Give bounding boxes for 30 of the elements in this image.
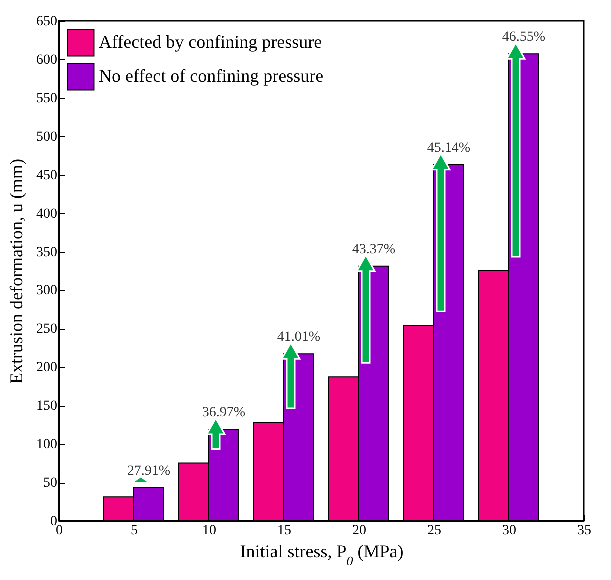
- annotation: 45.14%: [427, 140, 471, 156]
- y-tick-label: 50: [44, 476, 58, 492]
- y-tick-label: 300: [36, 284, 58, 299]
- annotation: 43.37%: [352, 242, 396, 258]
- y-axis-title: Extrusion deformation, u (mm): [6, 159, 26, 384]
- x-tick-label: 15: [278, 524, 292, 538]
- annotation: 36.97%: [202, 405, 246, 420]
- y-tick-label: 200: [36, 360, 58, 376]
- annotation: 27.91%: [127, 464, 171, 479]
- y-tick-label: 450: [36, 168, 58, 184]
- x-tick-label: 30: [502, 524, 516, 538]
- x-tick-label: 10: [202, 524, 216, 538]
- annotation: 46.55%: [502, 30, 546, 46]
- x-tick-label: 5: [131, 524, 138, 538]
- y-tick-label: 350: [36, 245, 58, 260]
- y-tick-label: 550: [36, 91, 58, 106]
- y-tick-label: 100: [36, 438, 58, 453]
- x-axis-title: Initial stress, P$_{0}$ (MPa): [240, 542, 404, 568]
- y-tick-label: 150: [36, 399, 58, 414]
- legend-label: No effect of confining pressure: [99, 66, 324, 86]
- y-tick-label: 600: [36, 52, 58, 68]
- y-tick-label: 650: [36, 14, 58, 30]
- legend-label: Affected by confining pressure: [99, 32, 322, 52]
- y-tick-label: 250: [36, 322, 58, 338]
- annotation: 41.01%: [277, 330, 321, 346]
- x-tick-label: 35: [578, 524, 592, 538]
- x-tick-label: 20: [352, 524, 366, 538]
- x-tick-label: 25: [428, 524, 442, 538]
- y-tick-label: 400: [36, 206, 58, 222]
- y-tick-label: 500: [36, 130, 58, 145]
